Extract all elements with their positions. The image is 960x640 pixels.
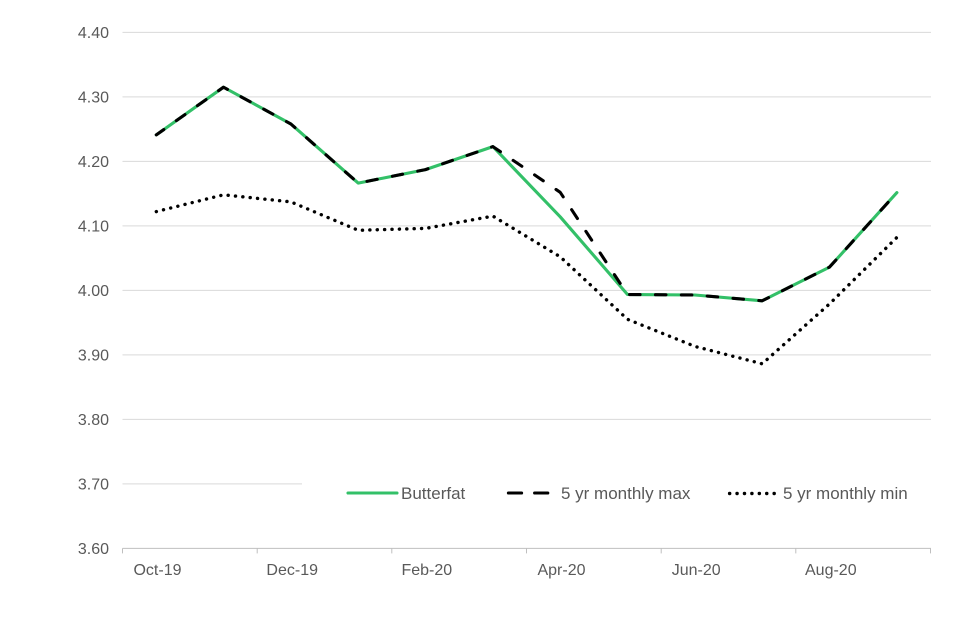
svg-text:3.80: 3.80 — [78, 412, 109, 429]
svg-text:4.20: 4.20 — [78, 154, 109, 171]
svg-text:5 yr monthly max: 5 yr monthly max — [561, 484, 691, 503]
svg-text:3.70: 3.70 — [78, 477, 109, 494]
svg-text:Jun-20: Jun-20 — [672, 562, 721, 579]
svg-text:5 yr monthly min: 5 yr monthly min — [783, 484, 908, 503]
svg-text:4.10: 4.10 — [78, 219, 109, 236]
svg-text:Oct-19: Oct-19 — [133, 562, 181, 579]
svg-text:Aug-20: Aug-20 — [805, 562, 857, 579]
svg-text:4.30: 4.30 — [78, 90, 109, 107]
svg-text:4.00: 4.00 — [78, 283, 109, 300]
svg-text:4.40: 4.40 — [78, 25, 109, 42]
svg-text:Feb-20: Feb-20 — [401, 562, 452, 579]
svg-text:3.90: 3.90 — [78, 348, 109, 365]
svg-text:Dec-19: Dec-19 — [266, 562, 318, 579]
svg-text:Apr-20: Apr-20 — [537, 562, 585, 579]
svg-text:3.60: 3.60 — [78, 541, 109, 558]
svg-text:Butterfat: Butterfat — [401, 484, 466, 503]
